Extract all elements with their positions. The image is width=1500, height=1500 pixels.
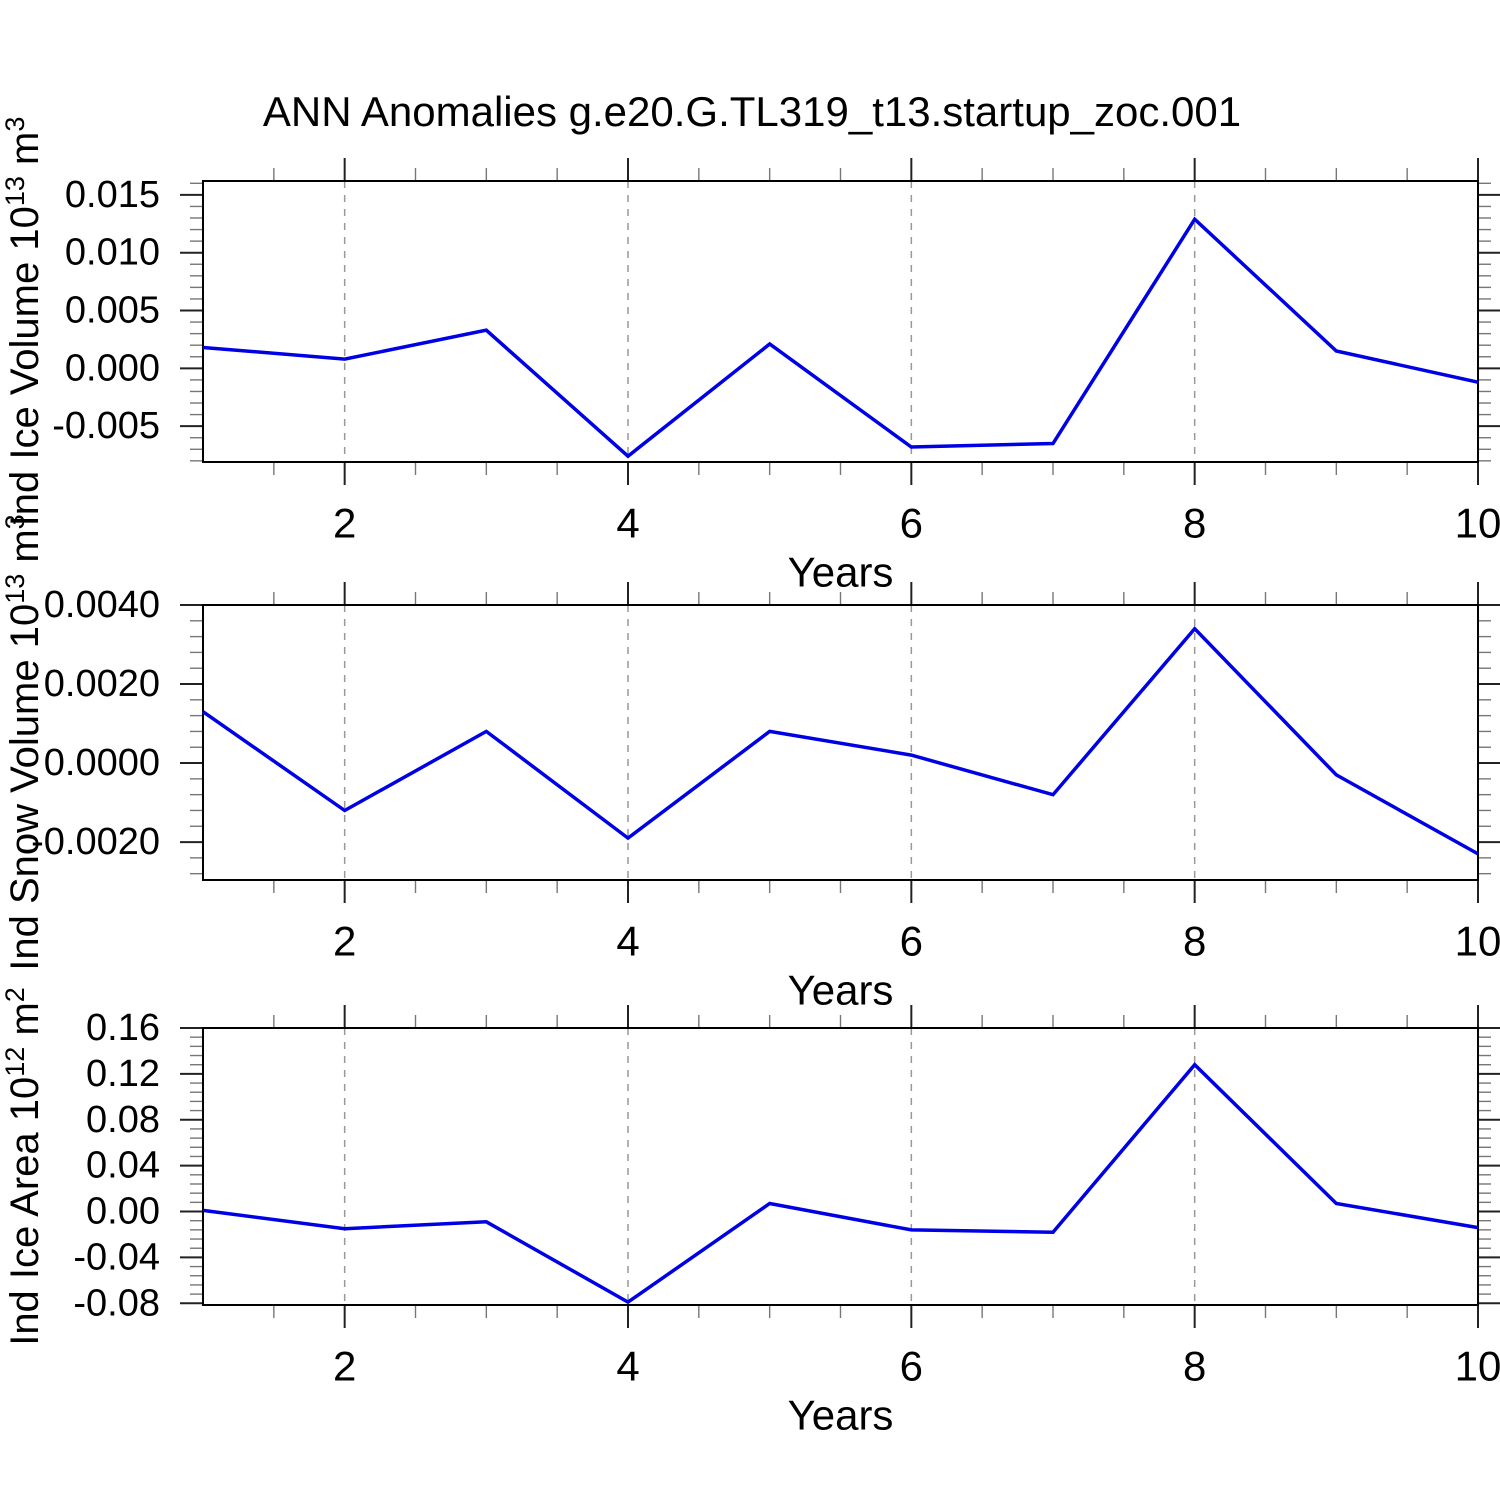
x-tick-label: 2 [333,500,356,547]
x-tick-label: 4 [616,918,639,965]
y-tick-label: 0.015 [65,174,160,216]
y-tick-label: -0.0020 [31,821,160,863]
y-tick-label: 0.0020 [44,663,160,705]
y-tick-label: 0.0040 [44,584,160,626]
x-tick-label: 2 [333,1343,356,1390]
y-tick-label: 0.000 [65,347,160,389]
y-tick-label: 0.12 [86,1053,160,1095]
data-line-ind-ice-area [202,1062,1479,1305]
subplot-ind-ice-area: 2 4 6 8 10 0.160.120.080.040.00-0.04-0.08 Year… [0,987,1500,1439]
y-tick-label: 0.08 [86,1099,160,1141]
y-tick-label: 0.010 [65,232,160,274]
x-tick-label: 10 [1455,918,1500,965]
y-axis-title: Ind Ice Volume 1013 m3 [0,117,47,527]
x-axis-title: Years [788,549,894,596]
x-tick-label: 4 [616,500,639,547]
y-axis-title: Ind Snow Volume 1013 m3 [0,514,47,970]
x-tick-label: 8 [1183,500,1206,547]
y-tick-label: 0.005 [65,290,160,332]
x-axis-title: Years [788,967,894,1014]
x-tick-label: 6 [900,500,923,547]
x-tick-label: 6 [900,918,923,965]
chart-title: ANN Anomalies g.e20.G.TL319_t13.startup_… [262,88,1242,135]
plot-frame [202,180,1479,463]
y-tick-label: -0.005 [52,405,160,447]
y-axis-title: Ind Ice Area 1012 m2 [0,987,47,1346]
x-tick-label: 10 [1455,500,1500,547]
y-tick-label: 0.04 [86,1145,160,1187]
x-tick-label: 6 [900,1343,923,1390]
y-tick-label: 0.0000 [44,742,160,784]
subplot-ind-ice-volume: 2 4 6 8 10 0.015 0.010 0.005 0.000 -0.005 Years Ind… [0,117,1500,596]
plot-frame [202,1027,1479,1306]
x-axis-title: Years [788,1392,894,1439]
subplot-ind-snow-volume: 2 4 6 8 10 0.0040 0.0020 0.0000 -0.0020 Years Ind … [0,514,1500,1014]
y-tick-label: -0.08 [73,1282,160,1324]
x-tick-label: 8 [1183,1343,1206,1390]
x-tick-label: 8 [1183,918,1206,965]
data-line-ind-snow-volume [201,626,1479,856]
y-tick-label: 0.16 [86,1007,160,1049]
y-tick-label: -0.04 [73,1236,160,1278]
data-line-ind-ice-volume [202,216,1479,459]
x-tick-label: 4 [616,1343,639,1390]
x-tick-label: 10 [1455,1343,1500,1390]
x-tick-label: 2 [333,918,356,965]
plot-frame [202,604,1479,881]
y-tick-label: 0.00 [86,1191,160,1233]
